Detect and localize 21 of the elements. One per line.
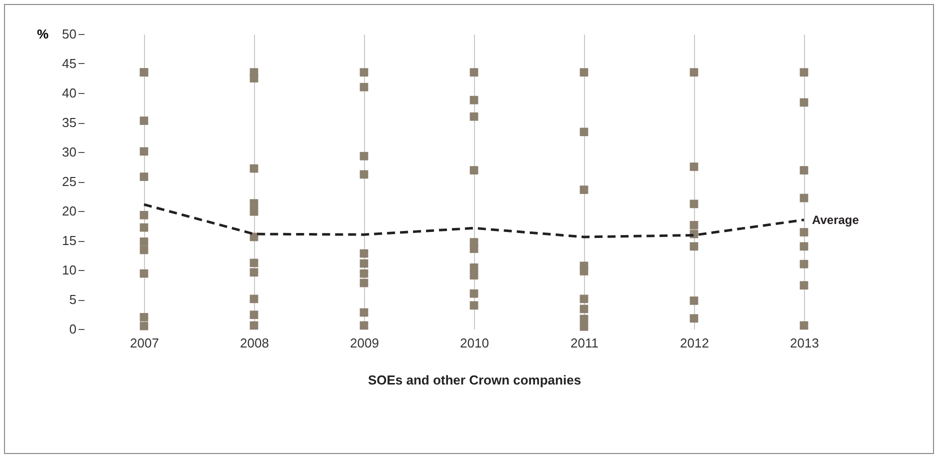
y-tick-label: 40 [62, 86, 76, 100]
x-tick-label: 2009 [350, 336, 379, 350]
y-tick-label: 45 [62, 56, 76, 71]
x-tick-label: 2010 [460, 336, 489, 350]
x-tick-label: 2012 [680, 336, 709, 350]
y-tick-label: 20 [62, 204, 76, 218]
x-tick-label: 2013 [790, 336, 819, 350]
y-tick-label: 0 [69, 322, 76, 336]
y-tick-label: 50 [62, 26, 76, 42]
x-tick-label: 2007 [130, 336, 159, 350]
series-label: Average [812, 212, 860, 227]
y-tick-label: 15 [62, 233, 76, 248]
y-tick-label: 30 [62, 144, 76, 160]
x-tick-label: 2011 [570, 336, 598, 350]
y-tick-label: 5 [69, 292, 76, 307]
y-axis-title: % [36, 26, 49, 42]
y-tick-label: 25 [62, 174, 76, 189]
y-tick-label: 10 [62, 262, 76, 278]
y-tick-label: 35 [62, 115, 76, 130]
x-axis-title: SOEs and other Crown companies [368, 372, 582, 388]
x-tick-label: 2008 [240, 336, 269, 350]
